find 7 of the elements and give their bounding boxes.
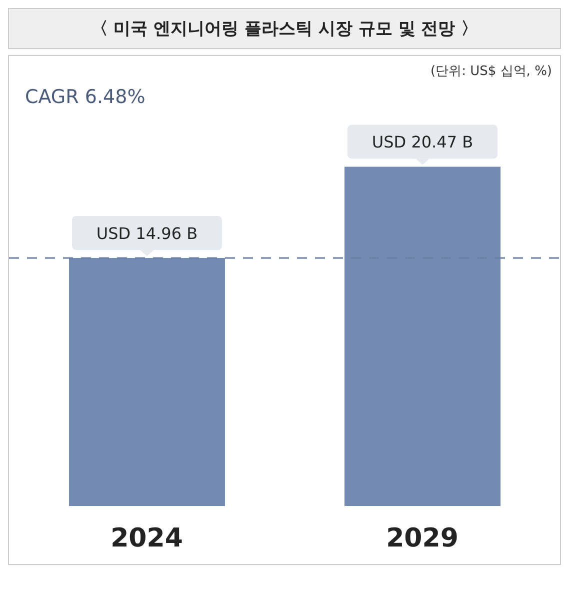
x-tick-label: 2024 [110, 523, 183, 554]
chart-title: 〈 미국 엔지니어링 플라스틱 시장 규모 및 전망 〉 [8, 8, 561, 49]
chart-subtitle: (단위: US$ 십억, %) [430, 63, 552, 80]
x-tick-label: 2029 [386, 523, 458, 554]
data-label: USD 14.96 B [96, 224, 198, 244]
data-label: USD 20.47 B [372, 132, 474, 152]
text: CAGR 6.48% [25, 86, 146, 108]
